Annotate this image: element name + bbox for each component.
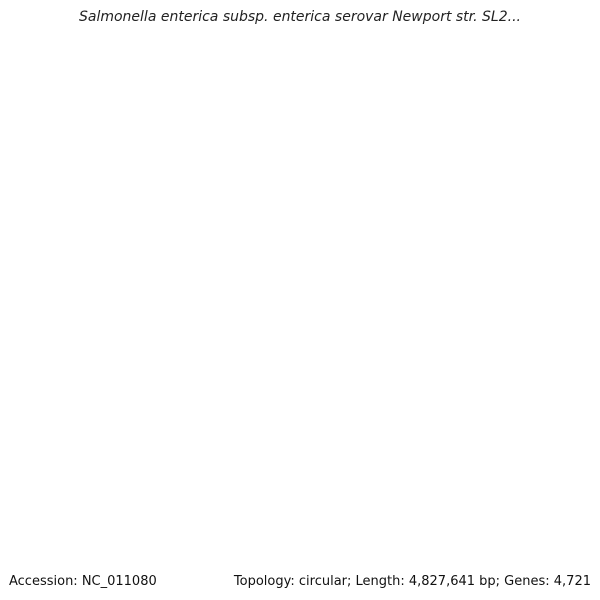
topology-summary: Topology: circular; Length: 4,827,641 bp… [233,574,591,589]
accession-text: Accession: NC_011080 [9,574,157,589]
map-title: Salmonella enterica subsp. enterica sero… [79,9,521,25]
